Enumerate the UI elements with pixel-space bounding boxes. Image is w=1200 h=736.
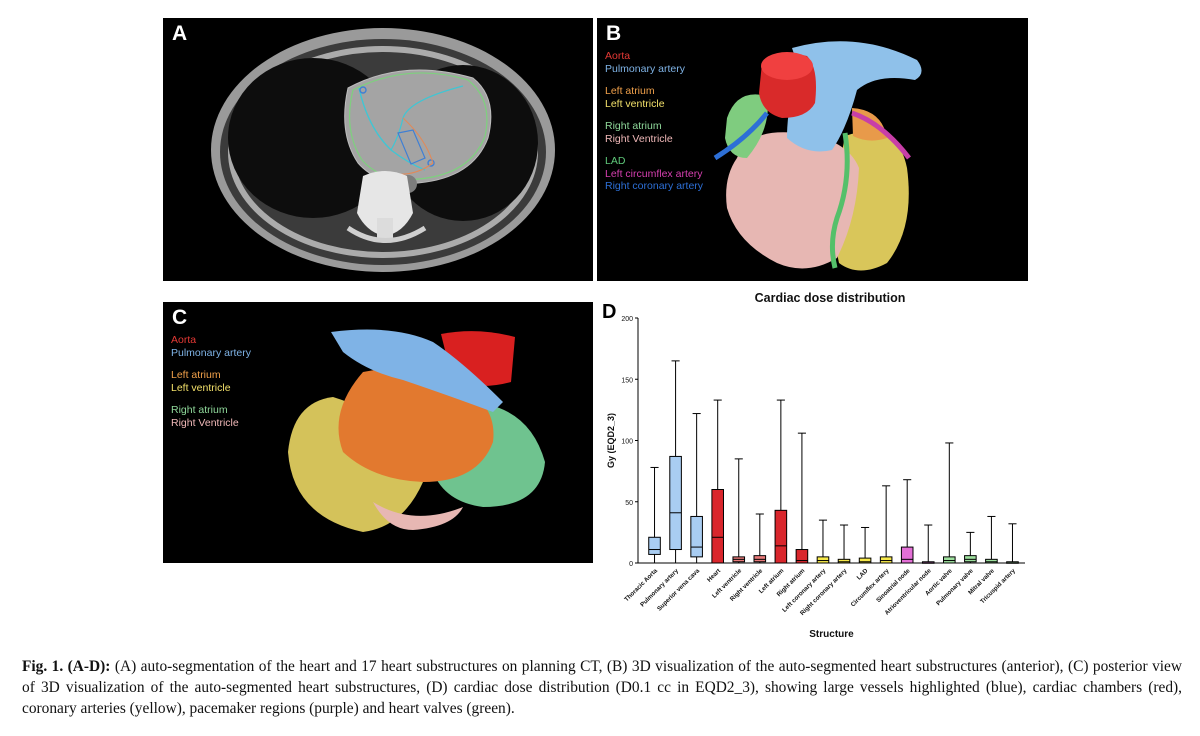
panel-d-letter: D [602,301,616,323]
legend-left-circumflex-artery: Left circumflex artery [605,167,703,180]
legend-left-ventricle: Left ventricle [605,97,665,110]
figure-caption: Fig. 1. (A-D): (A) auto-segmentation of … [22,656,1182,719]
panel-b-letter: B [606,22,622,45]
legend-right-ventricle: Right Ventricle [605,132,673,145]
legend-right-coronary-artery: Right coronary artery [605,180,704,192]
y-tick-label: 150 [621,377,633,384]
x-tick-label: LAD [856,567,870,581]
box [943,556,956,564]
caption-text: (A) auto-segmentation of the heart and 1… [22,658,1182,717]
legend-left-ventricle: Left ventricle [171,381,231,394]
legend-aorta: Aorta [605,50,631,62]
legend-right-ventricle: Right Ventricle [171,416,239,429]
panel-a-ct-image: A [163,18,593,281]
y-tick-label: 200 [621,316,633,323]
box [774,509,788,564]
box [816,556,830,564]
y-axis-title: Gy (EQD2_3) [606,413,616,468]
panel-c-legend: Aorta Pulmonary artery Left atrium Left … [171,334,251,429]
legend-pulmonary-artery: Pulmonary artery [171,346,251,359]
box [837,558,851,564]
x-tick-label: Superior vena cava [656,567,701,612]
box [648,536,661,555]
y-tick-label: 0 [629,561,633,568]
legend-right-atrium: Right atrium [605,120,662,132]
box [985,558,998,564]
heart-3d-posterior-image [288,329,545,532]
box-plot-chart: D Cardiac dose distribution 0 50 100 150 200 Gy… [602,291,1025,640]
panel-d-chart: D Cardiac dose distribution 0 50 100 150 200 Gy… [600,290,1040,645]
x-tick-label: Pulmonary valve [935,567,975,607]
legend-left-atrium: Left atrium [171,369,221,381]
x-tick-label: Pulmonary artery [639,567,680,608]
panel-b-legend: Aorta Pulmonary artery Left atrium Left … [605,50,703,193]
legend-pulmonary-artery: Pulmonary artery [605,62,685,75]
x-axis-title: Structure [809,629,854,640]
legend-right-atrium: Right atrium [171,404,228,416]
heart-3d-anterior-image [713,41,922,271]
box [795,549,809,564]
caption-label: Fig. 1. (A-D): [22,658,111,675]
box [669,455,682,551]
panel-a-letter: A [172,22,188,45]
box [858,557,872,564]
box [690,515,703,558]
box [879,556,893,564]
panel-c-3d-posterior: C Aorta Pulmonary artery Left atrium Lef… [163,302,593,563]
box [900,546,914,564]
ct-slice-image [211,28,555,272]
x-tick-label: Circumflex artery [850,567,891,608]
y-tick-label: 50 [625,500,633,507]
box [753,555,767,563]
panel-c-letter: C [172,306,188,329]
panel-b-3d-anterior: B Aorta Pulmonary artery Left atrium Lef… [597,18,1028,281]
legend-left-atrium: Left atrium [605,85,655,97]
box [964,555,977,563]
x-tick-label: Heart [706,567,722,583]
legend-aorta: Aorta [171,334,197,346]
chart-title: Cardiac dose distribution [755,291,906,305]
y-tick-label: 100 [621,439,633,446]
box [711,489,724,564]
legend-lad: LAD [605,155,626,167]
